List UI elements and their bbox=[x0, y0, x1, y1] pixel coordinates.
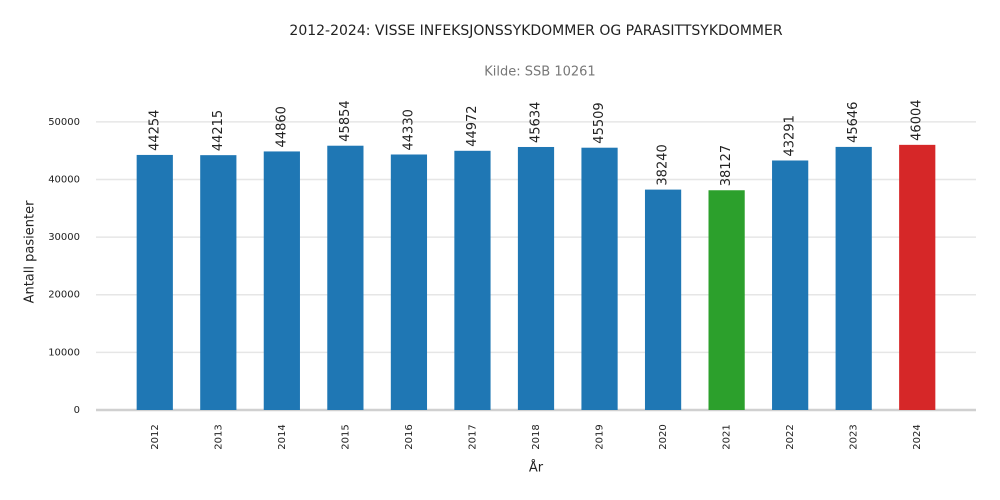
bar bbox=[390, 154, 428, 410]
bar bbox=[454, 150, 491, 411]
x-tick-label: 2021 bbox=[722, 424, 733, 449]
y-tick-label: 20000 bbox=[48, 290, 80, 301]
value-label: 46004 bbox=[910, 99, 925, 140]
chart-title: 2012-2024: VISSE INFEKSJONSSYKDOMMER OG … bbox=[289, 23, 782, 39]
x-tick-label: 2018 bbox=[531, 424, 542, 449]
chart-subtitle: Kilde: SSB 10261 bbox=[484, 65, 595, 80]
y-tick-label: 30000 bbox=[48, 232, 80, 243]
value-label: 38240 bbox=[656, 144, 671, 185]
bar bbox=[327, 145, 364, 410]
x-tick-label: 2022 bbox=[785, 424, 796, 449]
bar bbox=[517, 146, 555, 410]
y-tick-label: 10000 bbox=[48, 347, 80, 358]
bar bbox=[263, 151, 300, 410]
x-tick-label: 2012 bbox=[150, 424, 161, 449]
bar bbox=[200, 155, 237, 410]
x-tick-label: 2020 bbox=[658, 424, 669, 449]
y-tick-label: 50000 bbox=[48, 117, 80, 128]
x-tick-label: 2019 bbox=[595, 424, 606, 449]
bar bbox=[581, 147, 618, 410]
bar bbox=[899, 144, 936, 410]
y-tick-label: 0 bbox=[74, 405, 80, 416]
value-label: 45646 bbox=[846, 102, 861, 143]
value-label: 44215 bbox=[211, 110, 226, 151]
value-label: 44860 bbox=[274, 106, 289, 147]
bar bbox=[772, 160, 809, 410]
value-label: 45634 bbox=[529, 102, 544, 143]
bar bbox=[644, 189, 682, 410]
value-label: 45509 bbox=[592, 102, 607, 143]
x-tick-label: 2016 bbox=[404, 424, 415, 449]
bar bbox=[136, 154, 173, 410]
x-tick-label: 2013 bbox=[213, 424, 224, 449]
y-axis-label: Antall pasienter bbox=[23, 200, 38, 303]
value-label: 45854 bbox=[338, 100, 353, 141]
bar bbox=[835, 146, 872, 410]
value-label: 44972 bbox=[465, 105, 480, 146]
value-label: 44330 bbox=[401, 109, 416, 150]
y-tick-label: 40000 bbox=[48, 174, 80, 185]
bar bbox=[708, 190, 745, 410]
x-tick-label: 2014 bbox=[277, 424, 288, 449]
x-tick-label: 2015 bbox=[340, 424, 351, 449]
x-tick-label: 2023 bbox=[849, 424, 860, 449]
value-label: 44254 bbox=[147, 110, 162, 151]
x-tick-label: 2017 bbox=[467, 424, 478, 449]
value-label: 43291 bbox=[783, 115, 798, 156]
value-label: 38127 bbox=[719, 145, 734, 186]
x-tick-label: 2024 bbox=[912, 424, 923, 449]
x-axis-label: År bbox=[529, 460, 544, 476]
